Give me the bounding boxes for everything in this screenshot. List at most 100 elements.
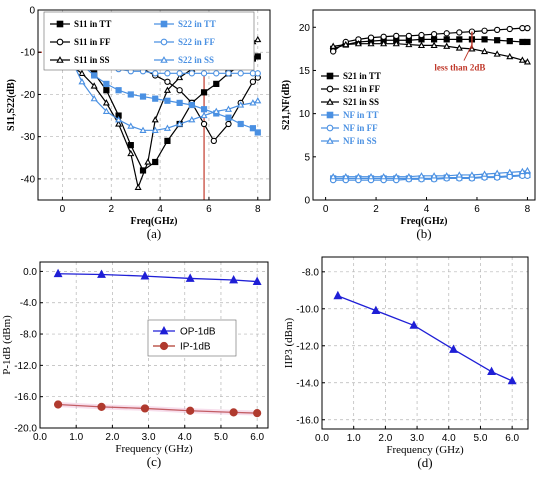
data-point — [144, 158, 152, 165]
data-point — [249, 99, 257, 106]
data-point — [90, 94, 98, 102]
legend-marker — [56, 38, 64, 46]
tick-label-x: 3.0 — [142, 432, 156, 443]
data-point — [493, 169, 501, 176]
chart-a: 0 2 4 6 8 -40 -30 -20 -10 0 Freq(GHz) S11,S22(dB) (a… — [6, 6, 271, 241]
tick-label-y: -30 — [21, 132, 36, 143]
data-point — [449, 344, 458, 353]
data-point — [127, 91, 134, 98]
data-point — [380, 39, 388, 47]
data-point — [229, 274, 239, 284]
data-point — [91, 72, 98, 79]
series-s22-in-ss — [66, 52, 262, 133]
series-line — [58, 273, 258, 283]
tick-label-y: -16.0 — [296, 415, 319, 426]
legend-entry: S11 in FF — [50, 37, 111, 47]
data-point — [443, 30, 450, 37]
data-point — [134, 183, 142, 190]
x-axis-label: Freq(GHz) — [400, 216, 447, 227]
legend-marker — [56, 56, 64, 63]
series-s21-in-ss — [329, 39, 531, 65]
tick-label-x: 4.0 — [442, 433, 456, 444]
data-point — [507, 375, 517, 385]
data-point — [417, 172, 426, 179]
x-axis-label: Frequency (GHz) — [115, 443, 193, 455]
data-point — [210, 137, 217, 145]
tick-label-x: 2 — [373, 204, 379, 215]
data-point — [200, 89, 208, 96]
data-point — [330, 48, 337, 55]
legend-label: S11 in FF — [74, 37, 111, 47]
tick-label-y: 5 — [304, 152, 310, 163]
data-point — [254, 97, 262, 104]
data-point — [90, 82, 98, 89]
data-point — [151, 126, 159, 133]
tick-label-x: 4 — [424, 204, 430, 215]
data-point — [163, 86, 171, 93]
plot-frame — [312, 9, 536, 201]
data-point — [139, 126, 147, 133]
tick-label-y: -16.0 — [14, 392, 37, 403]
tick-label-x: 0.0 — [315, 433, 329, 444]
x-axis-label: Frequency (GHz) — [386, 444, 464, 456]
data-point — [455, 44, 463, 51]
data-point — [102, 107, 110, 114]
data-point — [405, 172, 413, 180]
data-point — [152, 158, 159, 166]
tick-label-x: 8 — [525, 204, 531, 215]
tick-label-x: 8 — [255, 204, 261, 215]
data-point — [523, 58, 531, 65]
tick-label-x: 1.0 — [69, 432, 83, 443]
tick-label-y: -12.0 — [14, 361, 37, 372]
data-point — [237, 70, 244, 77]
data-point — [152, 95, 159, 102]
data-point — [200, 111, 208, 119]
legend-label: S11 in TT — [74, 19, 111, 29]
data-point — [481, 170, 489, 177]
data-point — [213, 80, 220, 87]
data-point — [367, 34, 375, 41]
x-axis-label: Freq(GHz) — [130, 216, 177, 227]
legend-marker — [160, 38, 168, 46]
data-point — [176, 87, 183, 94]
data-point — [249, 125, 257, 132]
legend-label: S22 in TT — [178, 19, 216, 29]
data-point — [225, 70, 232, 77]
legend-entry: S11 in TT — [50, 19, 111, 29]
data-point — [176, 70, 183, 77]
data-point — [103, 80, 110, 87]
data-point — [487, 366, 496, 376]
data-point — [506, 168, 514, 175]
data-point — [78, 69, 86, 76]
legend-entry: S22 in SS — [154, 55, 214, 65]
data-point — [249, 78, 257, 85]
tick-label-y: -10.0 — [296, 304, 319, 315]
annotation-text: less than 2dB — [434, 63, 485, 73]
legend-marker — [326, 111, 334, 119]
legend-entry: S22 in TT — [154, 19, 216, 29]
data-point — [213, 70, 220, 77]
legend-marker — [326, 124, 334, 132]
legend-label: S21 in SS — [343, 97, 379, 107]
data-point — [518, 167, 526, 175]
data-point — [506, 52, 514, 60]
tick-label-y: 10 — [299, 109, 311, 120]
data-point — [468, 171, 476, 178]
data-point — [430, 36, 438, 43]
data-point — [519, 24, 526, 32]
legend: S11 in TT S11 in FF S11 in SS S22 in TT S22 … — [43, 11, 255, 71]
data-point — [481, 36, 488, 43]
tick-label-x: 0.0 — [33, 432, 47, 443]
data-point — [519, 38, 526, 46]
tick-label-x: 4 — [157, 204, 163, 215]
data-point — [185, 273, 195, 282]
tick-label-x: 2.0 — [378, 433, 392, 444]
data-point — [443, 172, 451, 179]
chart-c: 0.0 1.0 2.0 3.0 4.0 5.0 6.0 0.0 -4.0 -8.0 -12.0 -16… — [1, 261, 269, 469]
tick-label-x: 4.0 — [178, 432, 192, 443]
data-point — [354, 172, 362, 180]
data-point — [225, 120, 232, 128]
tick-label-y: -8.0 — [302, 267, 320, 278]
data-point — [518, 56, 526, 63]
data-point — [97, 269, 106, 278]
